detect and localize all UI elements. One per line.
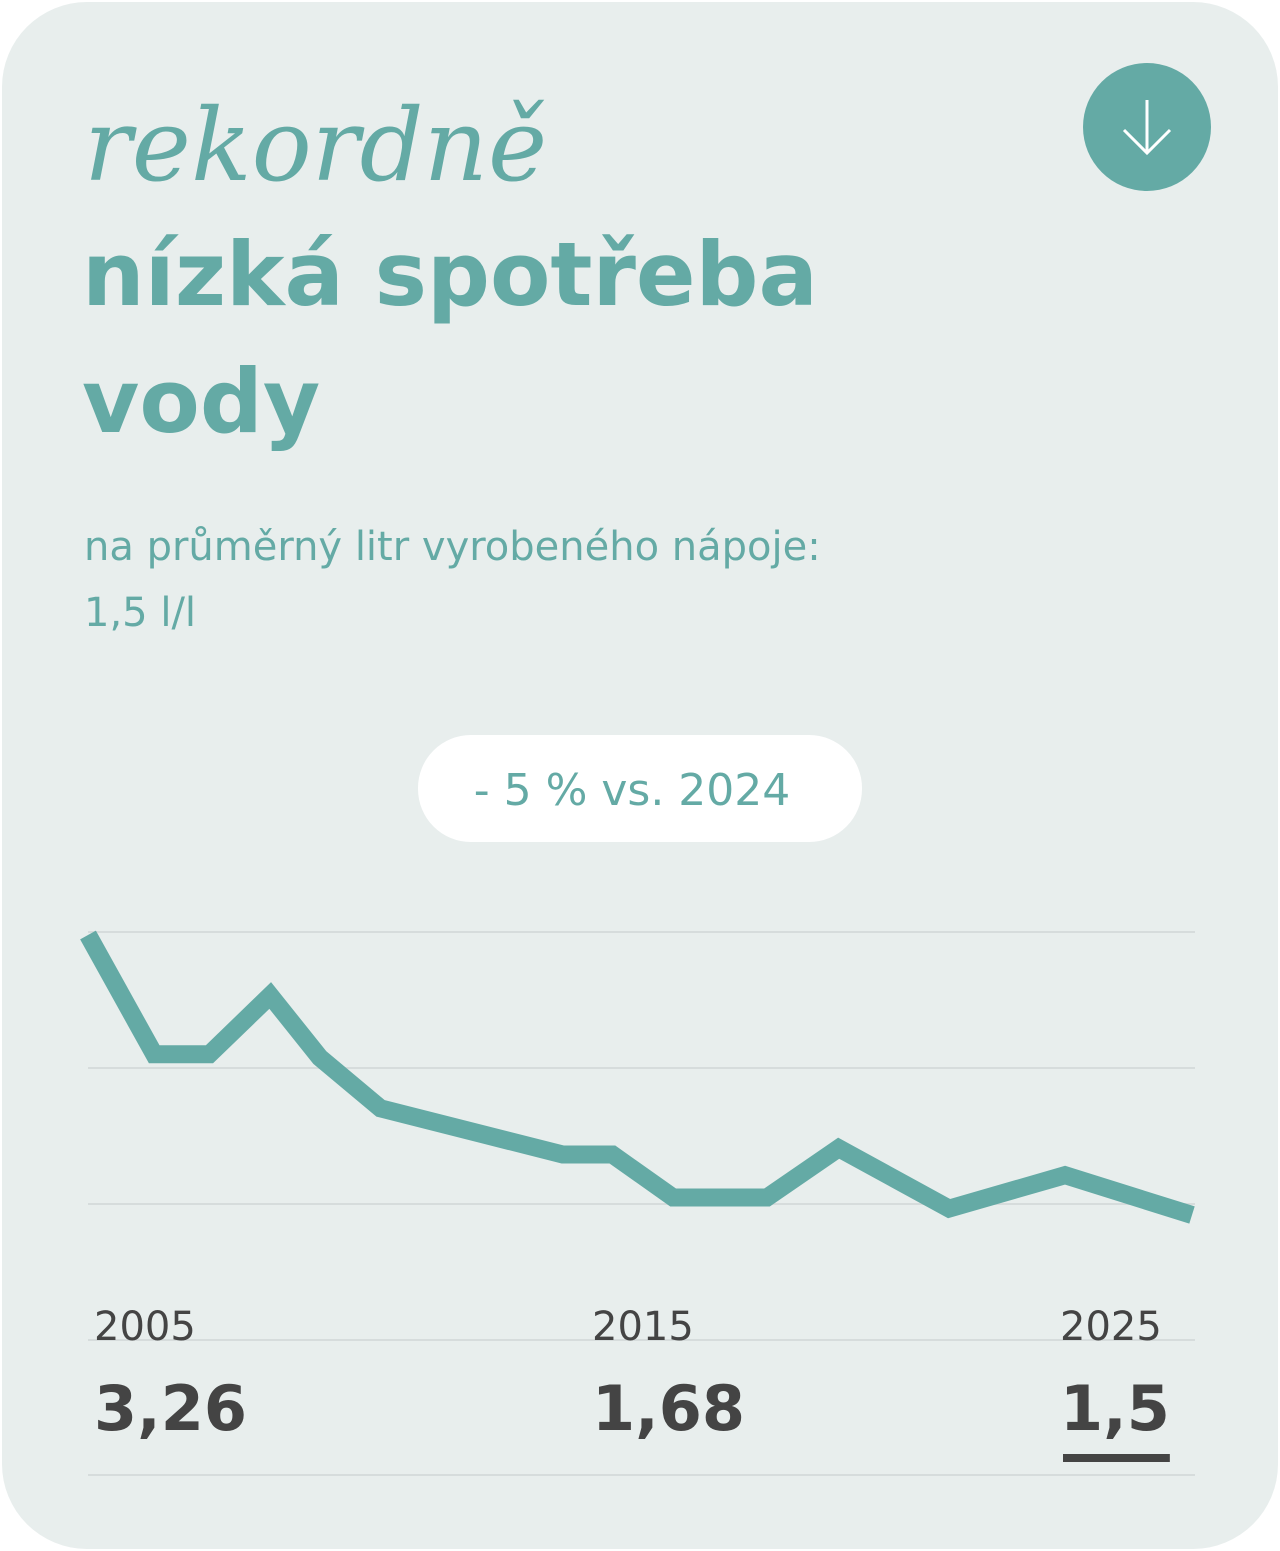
kicker: rekordně: [84, 87, 547, 204]
highlight-underline: [1063, 1454, 1170, 1462]
download-button[interactable]: [1083, 63, 1211, 191]
badge-text: - 5 % vs. 2024: [474, 765, 791, 816]
title: vody: [82, 350, 320, 453]
summary-value: 1,68: [592, 1372, 745, 1445]
summary: 2005 3,26 2015 1,68 2025 1,5: [94, 1304, 1170, 1462]
data-line: [80, 930, 1195, 1224]
summary-value: 3,26: [94, 1372, 247, 1445]
subtitle: na průměrný litr vyrobeného nápoje:: [84, 524, 821, 570]
summary-value: 1,5: [1060, 1372, 1170, 1445]
arrow-icon[interactable]: [1122, 100, 1172, 156]
title: nízká spotřeba: [82, 223, 818, 326]
summary-year: 2025: [1060, 1304, 1162, 1350]
plot: [80, 930, 1195, 1224]
badge: [418, 735, 862, 842]
summary-year: 2005: [94, 1304, 196, 1350]
grid: [88, 931, 1195, 1476]
subtitle-value: 1,5 l/l: [84, 590, 196, 636]
summary-year: 2015: [592, 1304, 694, 1350]
